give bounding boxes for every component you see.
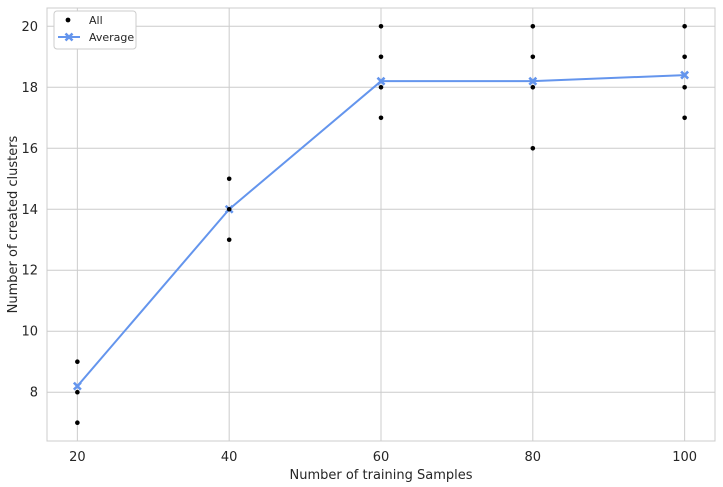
all-point	[682, 54, 687, 60]
average-marker	[72, 381, 82, 391]
all-point	[226, 176, 232, 182]
legend-label-average: Average	[89, 31, 134, 44]
all-point	[226, 206, 232, 212]
x-tick-label: 60	[373, 450, 390, 465]
series-layer	[72, 23, 690, 426]
x-axis-ticks: 20 40 60 80 100	[69, 450, 697, 465]
all-point	[530, 145, 536, 151]
average-marker	[680, 70, 690, 80]
all-point	[75, 359, 80, 365]
x-tick-label: 40	[221, 450, 238, 465]
legend-marker-average	[64, 32, 74, 42]
x-tick-label: 80	[525, 450, 542, 465]
all-point	[530, 23, 536, 29]
average-marker	[528, 76, 538, 86]
all-point	[378, 23, 384, 29]
y-tick-label: 8	[30, 386, 38, 401]
legend: All Average	[53, 10, 137, 50]
x-axis-label: Number of training Samples	[289, 468, 472, 483]
y-tick-label: 20	[21, 20, 38, 35]
x-tick-label: 20	[69, 450, 86, 465]
y-tick-label: 12	[21, 264, 38, 279]
all-point	[530, 84, 536, 90]
y-axis-ticks: 8 10 12 14 16 18 20	[21, 20, 38, 401]
y-tick-label: 18	[21, 81, 38, 96]
y-tick-label: 14	[21, 203, 38, 218]
average-marker	[376, 76, 386, 86]
legend-box	[53, 10, 137, 50]
all-point	[682, 84, 687, 90]
y-tick-label: 10	[21, 325, 38, 340]
all-point	[378, 115, 384, 121]
legend-marker-all	[65, 17, 71, 23]
y-axis-label: Number of created clusters	[6, 135, 21, 313]
all-point	[75, 389, 80, 395]
all-point	[226, 237, 232, 243]
all-point	[75, 420, 80, 426]
all-point	[378, 84, 384, 90]
all-point	[530, 54, 536, 60]
all-point	[682, 115, 687, 121]
y-tick-label: 16	[21, 142, 38, 157]
x-tick-label: 100	[672, 450, 697, 465]
legend-label-all: All	[89, 14, 103, 27]
all-point	[682, 23, 687, 29]
plot-frame	[46, 7, 716, 442]
all-point	[378, 54, 384, 60]
